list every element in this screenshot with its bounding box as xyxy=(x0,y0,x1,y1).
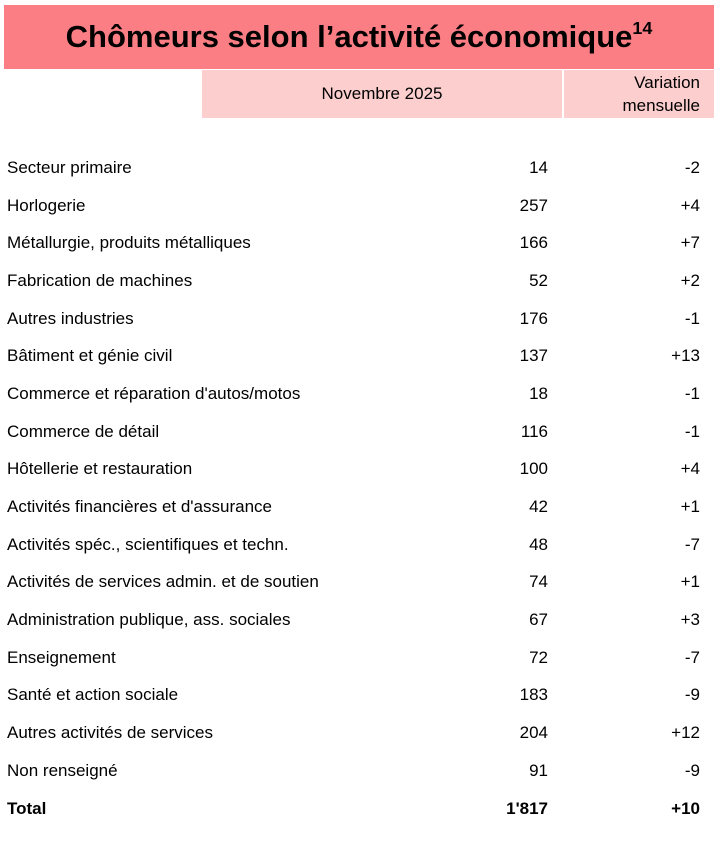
row-label: Non renseigné xyxy=(7,760,118,780)
row-variation: +7 xyxy=(680,233,700,253)
row-variation: -7 xyxy=(684,534,700,554)
row-label: Administration publique, ass. sociales xyxy=(7,610,291,630)
row-label: Total xyxy=(7,798,47,818)
row-label: Activités de services admin. et de souti… xyxy=(7,572,319,592)
page-title-text: Chômeurs selon l’activité économique xyxy=(65,19,633,54)
row-variation: -9 xyxy=(684,760,700,780)
row-label: Fabrication de machines xyxy=(7,270,193,290)
row-label: Autres activités de services xyxy=(7,723,213,743)
table-title-bar: Chômeurs selon l’activité économique14 xyxy=(4,5,714,69)
column-header-bar: Novembre 2025 Variation mensuelle xyxy=(202,70,714,118)
table-row: Métallurgie, produits métalliques 166 +7 xyxy=(4,224,714,262)
table-row: Secteur primaire 14 -2 xyxy=(4,149,714,187)
page-title: Chômeurs selon l’activité économique14 xyxy=(66,19,653,55)
row-variation: -1 xyxy=(684,383,700,403)
table-row: Activités de services admin. et de souti… xyxy=(4,564,714,602)
table-row: Bâtiment et génie civil 137 +13 xyxy=(4,337,714,375)
table-row: Horlogerie 257 +4 xyxy=(4,187,714,225)
row-variation: +2 xyxy=(680,270,700,290)
table-row: Fabrication de machines 52 +2 xyxy=(4,262,714,300)
row-variation: -7 xyxy=(684,647,700,667)
column-header-variation: Variation mensuelle xyxy=(564,70,714,118)
row-variation: -2 xyxy=(684,157,700,177)
table-row: Activités spéc., scientifiques et techn.… xyxy=(4,526,714,564)
table-row: Commerce de détail 116 -1 xyxy=(4,413,714,451)
row-value: 67 xyxy=(529,610,548,630)
row-label: Commerce de détail xyxy=(7,421,160,441)
row-variation: -1 xyxy=(684,308,700,328)
row-variation: -9 xyxy=(684,685,700,705)
row-variation: -1 xyxy=(684,421,700,441)
table-body: Secteur primaire 14 -2 Horlogerie 257 +4… xyxy=(4,149,714,827)
table-row: Administration publique, ass. sociales 6… xyxy=(4,601,714,639)
table-row: Non renseigné 91 -9 xyxy=(4,752,714,790)
row-label: Activités financières et d'assurance xyxy=(7,497,272,517)
title-footnote-superscript: 14 xyxy=(632,17,653,38)
row-variation: +10 xyxy=(671,798,700,818)
row-label: Activités spéc., scientifiques et techn. xyxy=(7,534,289,554)
row-value: 91 xyxy=(529,760,548,780)
table-row: Commerce et réparation d'autos/motos 18 … xyxy=(4,375,714,413)
row-value: 166 xyxy=(519,233,548,253)
row-value: 48 xyxy=(529,534,548,554)
row-value: 257 xyxy=(519,195,548,215)
row-variation: +4 xyxy=(680,195,700,215)
row-value: 72 xyxy=(529,647,548,667)
row-label: Santé et action sociale xyxy=(7,685,179,705)
row-label: Bâtiment et génie civil xyxy=(7,346,173,366)
row-value: 18 xyxy=(529,383,548,403)
row-value: 52 xyxy=(529,270,548,290)
row-variation: +3 xyxy=(680,610,700,630)
row-value: 137 xyxy=(519,346,548,366)
row-value: 42 xyxy=(529,497,548,517)
row-variation: +1 xyxy=(680,572,700,592)
row-variation: +4 xyxy=(680,459,700,479)
row-variation: +12 xyxy=(671,723,700,743)
row-value: 14 xyxy=(529,157,548,177)
row-label: Commerce et réparation d'autos/motos xyxy=(7,383,301,403)
header-separator xyxy=(562,70,564,118)
column-header-period: Novembre 2025 xyxy=(202,70,562,118)
row-label: Hôtellerie et restauration xyxy=(7,459,193,479)
row-value: 100 xyxy=(519,459,548,479)
table-row: Enseignement 72 -7 xyxy=(4,639,714,677)
row-variation: +1 xyxy=(680,497,700,517)
row-value: 116 xyxy=(520,421,548,441)
table-row: Hôtellerie et restauration 100 +4 xyxy=(4,451,714,489)
row-value: 183 xyxy=(519,685,548,705)
table-row: Santé et action sociale 183 -9 xyxy=(4,677,714,715)
row-value: 1'817 xyxy=(506,798,548,818)
row-label: Métallurgie, produits métalliques xyxy=(7,233,251,253)
row-label: Horlogerie xyxy=(7,195,86,215)
table-row: Autres industries 176 -1 xyxy=(4,300,714,338)
table-row: Activités financières et d'assurance 42 … xyxy=(4,488,714,526)
row-value: 74 xyxy=(529,572,548,592)
table-row: Total 1'817 +10 xyxy=(4,790,714,828)
row-label: Autres industries xyxy=(7,308,134,328)
row-label: Secteur primaire xyxy=(7,157,132,177)
row-label: Enseignement xyxy=(7,647,116,667)
row-variation: +13 xyxy=(671,346,700,366)
row-value: 176 xyxy=(519,308,548,328)
table-row: Autres activités de services 204 +12 xyxy=(4,714,714,752)
row-value: 204 xyxy=(519,723,548,743)
